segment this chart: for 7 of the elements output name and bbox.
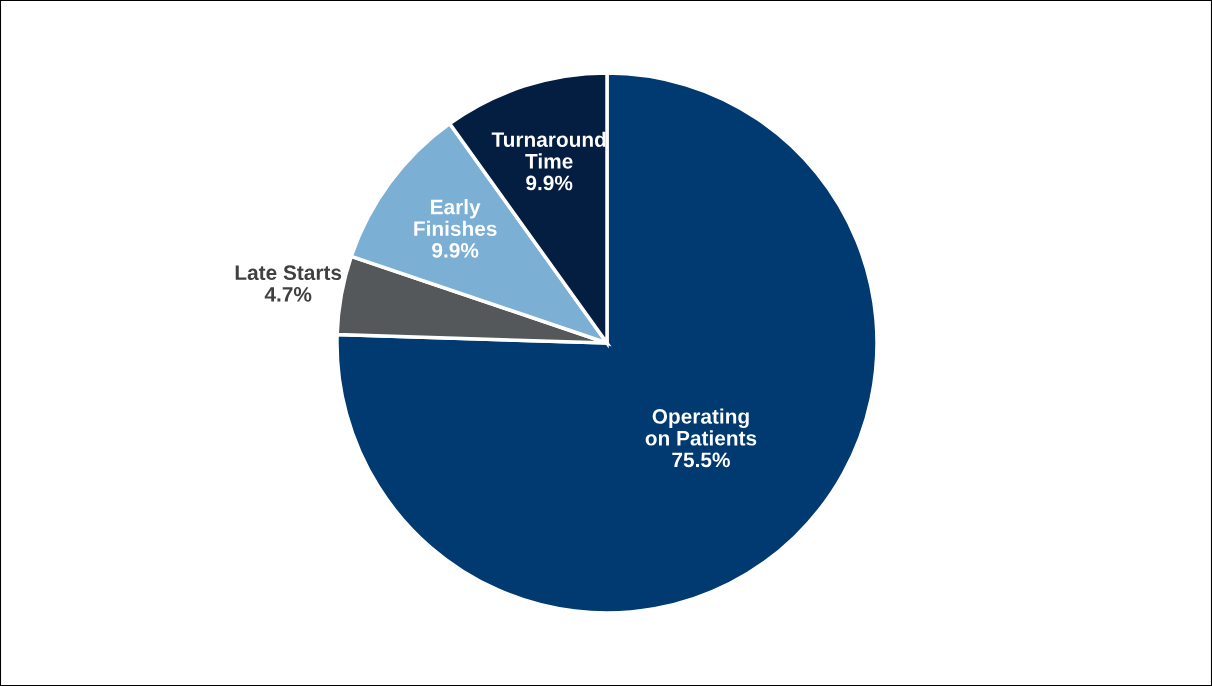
data-label: 9.9% [526, 175, 573, 191]
data-label: 9.9% [432, 243, 479, 258]
data-label: 75.5% [672, 452, 730, 468]
slice-label: Operating on Patients [645, 408, 757, 446]
slice-label: Late Starts [235, 265, 342, 281]
data-label: 4.7% [264, 287, 312, 302]
slice-label: Early Finishes [414, 199, 497, 237]
